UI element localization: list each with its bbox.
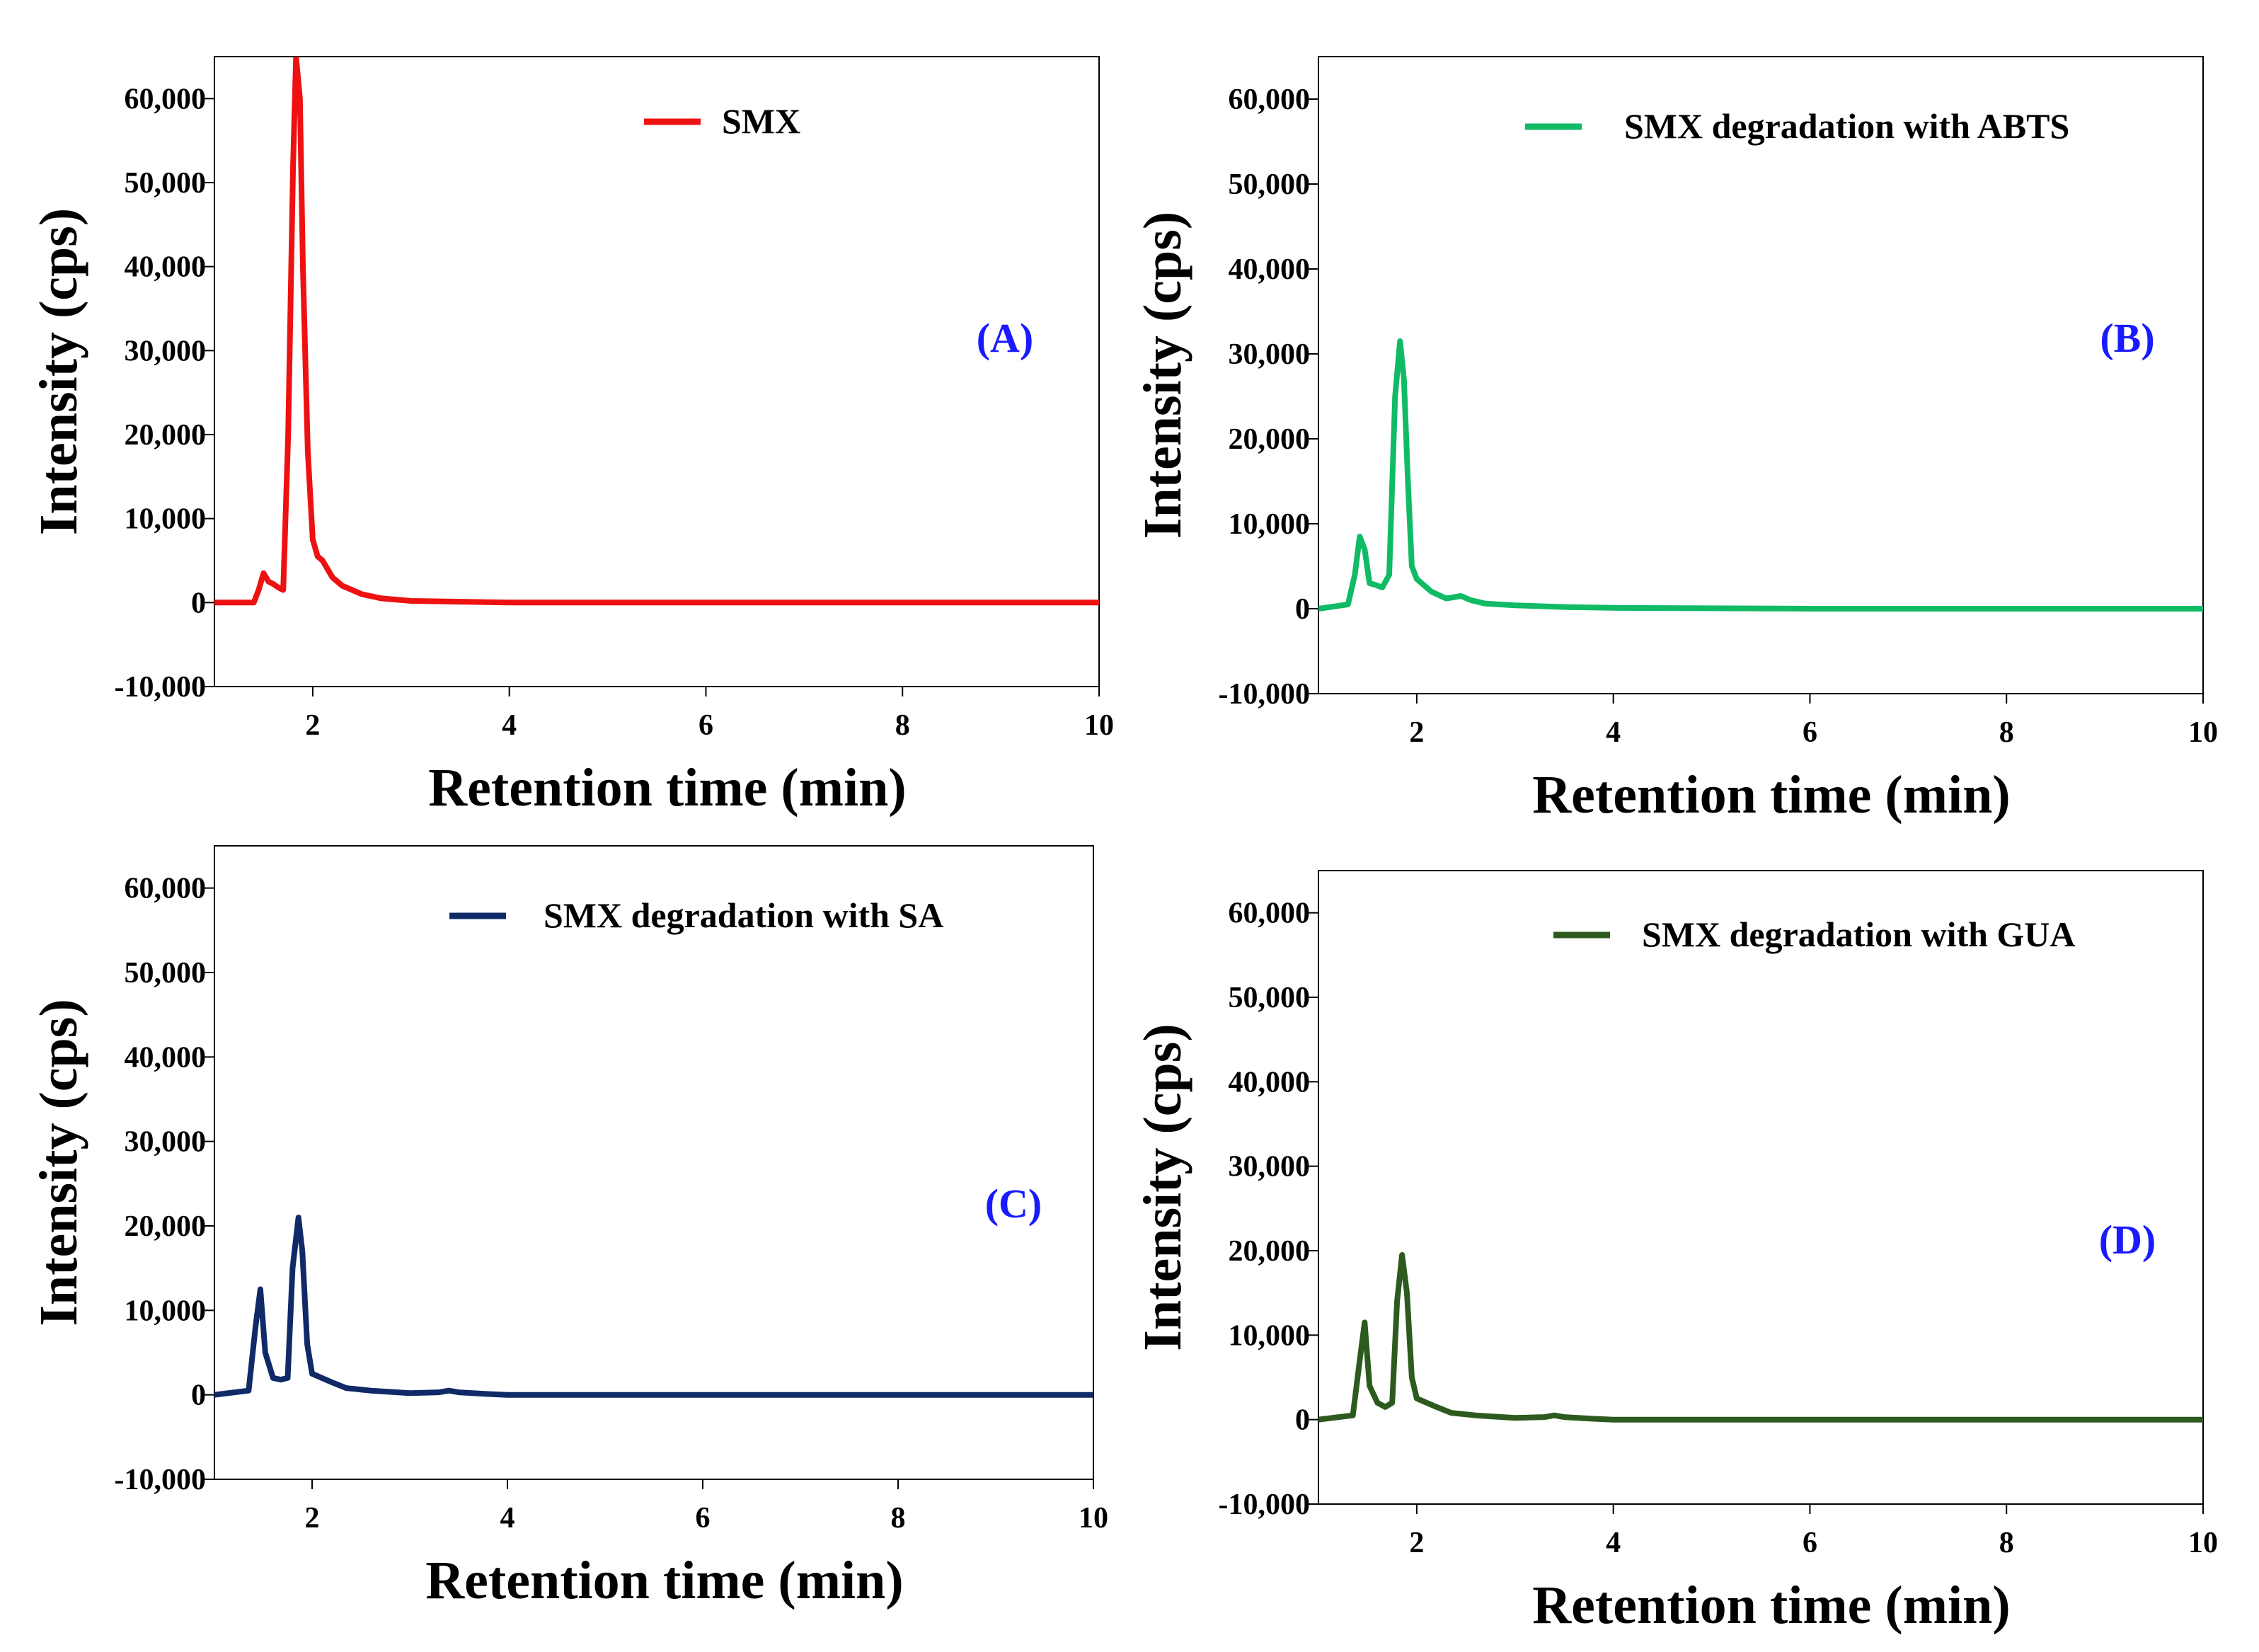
y-tick-label: 20,000 [125,419,207,452]
y-axis-title: Intensity (cps) [29,208,88,535]
y-tick-label: 0 [1295,593,1310,626]
series-line-0 [1318,338,2203,612]
y-tick-label: -10,000 [1219,678,1311,711]
y-axis-title: Intensity (cps) [1133,212,1192,539]
x-tick-label: 8 [891,1502,906,1535]
x-tick-label: 10 [1084,709,1114,742]
y-tick-label: 10,000 [125,1295,207,1327]
x-tick-label: 4 [1606,716,1621,749]
y-tick-label: 50,000 [1229,982,1311,1014]
x-tick-label: 6 [696,1502,711,1535]
plot-frame [1318,870,2204,1505]
y-tick-label: 40,000 [125,251,207,284]
x-tick-label: 8 [895,709,910,742]
chart-panel-3: -10,000 0 10,000 20,000 30,000 40,000 50,000 60… [1133,870,2218,1635]
y-tick-label: 0 [1295,1404,1310,1437]
panel-label: (A) [977,315,1034,361]
y-axis-title: Intensity (cps) [1133,1023,1192,1350]
plot-frame [214,56,1100,687]
plot-frame [1318,56,2204,694]
y-axis-title: Intensity (cps) [29,999,88,1326]
y-tick-label: 30,000 [1229,1151,1311,1183]
x-tick-label: 10 [2188,1527,2218,1559]
x-tick-label: 2 [1409,716,1424,749]
series-line-0 [214,1215,1093,1398]
series-line-0 [1318,1252,2203,1423]
y-tick-label: 60,000 [125,83,207,115]
x-tick-label: 6 [1803,1527,1817,1559]
x-tick-label: 8 [1999,1527,2014,1559]
x-tick-label: 6 [699,709,713,742]
y-tick-label: 10,000 [1229,508,1311,541]
x-axis-title: Retention time (min) [1532,1576,2010,1635]
y-tick-label: 20,000 [1229,423,1311,456]
y-tick-label: 50,000 [125,957,207,990]
series-line-0 [214,57,1099,606]
legend-label: SMX degradation with GUA [1642,914,2076,954]
chart-panel-1: -10,000 0 10,000 20,000 30,000 40,000 50,000 60… [1133,56,2218,825]
x-tick-label: 2 [305,1502,320,1535]
x-tick-label: 10 [2188,716,2218,749]
y-tick-label: -10,000 [115,671,207,704]
x-tick-label: 4 [500,1502,515,1535]
y-tick-label: 30,000 [125,335,207,367]
y-tick-label: -10,000 [1219,1488,1311,1521]
y-tick-label: 40,000 [1229,253,1311,286]
legend-label: SMX degradation with ABTS [1624,106,2069,146]
y-tick-label: 0 [191,587,206,619]
y-tick-label: 50,000 [1229,168,1311,201]
x-tick-label: 6 [1803,716,1817,749]
y-tick-label: 60,000 [125,873,207,905]
panel-label: (D) [2099,1217,2156,1263]
y-tick-label: 40,000 [125,1041,207,1074]
x-tick-label: 10 [1079,1502,1108,1535]
y-tick-label: 0 [191,1379,206,1412]
x-tick-label: 2 [1409,1527,1424,1559]
x-tick-label: 8 [1999,716,2014,749]
legend-label: SMX [722,101,800,141]
chart-panel-2: -10,000 0 10,000 20,000 30,000 40,000 50,000 60… [29,845,1108,1610]
y-tick-label: 50,000 [125,167,207,200]
plot-frame [214,845,1094,1480]
y-tick-label: 30,000 [125,1126,207,1159]
y-tick-label: 10,000 [125,503,207,536]
y-tick-label: 30,000 [1229,338,1311,371]
legend-label: SMX degradation with SA [544,895,943,935]
y-tick-label: 60,000 [1229,84,1311,116]
y-tick-label: 60,000 [1229,897,1311,930]
y-tick-label: 20,000 [1229,1235,1311,1268]
y-tick-label: 20,000 [125,1210,207,1243]
x-tick-label: 2 [305,709,320,742]
y-tick-label: 10,000 [1229,1319,1311,1352]
y-tick-label: 40,000 [1229,1066,1311,1099]
y-tick-label: -10,000 [115,1464,207,1496]
x-axis-title: Retention time (min) [1532,765,2010,825]
x-tick-label: 4 [502,709,517,742]
x-axis-title: Retention time (min) [425,1551,903,1610]
panel-label: (C) [985,1181,1042,1227]
x-tick-label: 4 [1606,1527,1621,1559]
panel-label: (B) [2100,315,2154,361]
x-axis-title: Retention time (min) [428,758,906,818]
chart-panel-0: -10,000 0 10,000 20,000 30,000 40,000 50,000 60… [29,56,1114,818]
